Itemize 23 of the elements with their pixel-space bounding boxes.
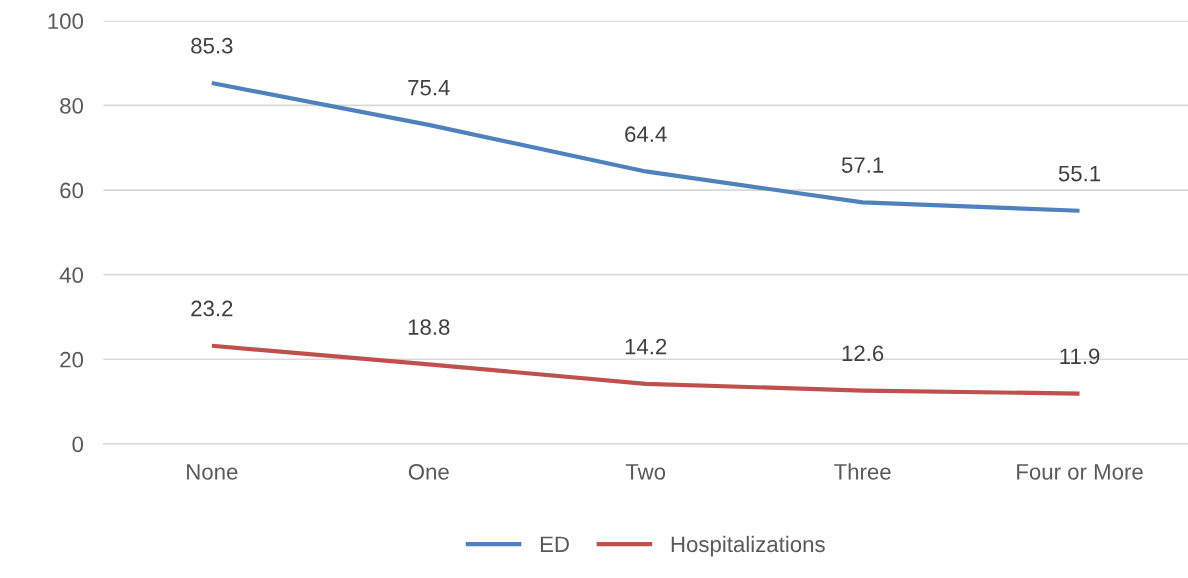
y-tick-label: 60 bbox=[60, 182, 84, 199]
data-label: 11.9 bbox=[1060, 348, 1100, 365]
x-tick-label: None bbox=[187, 464, 238, 480]
data-label: 18.8 bbox=[408, 319, 450, 335]
x-tick-label: Three bbox=[834, 463, 891, 480]
data-label: 23.2 bbox=[191, 300, 233, 317]
data-label: 55.1 bbox=[1058, 165, 1101, 182]
data-label: 75.4 bbox=[408, 79, 450, 96]
x-tick-label: Two bbox=[625, 464, 666, 480]
y-tick-label: 20 bbox=[60, 351, 84, 368]
y-tick-label: 40 bbox=[59, 267, 84, 283]
y-tick-label: 0 bbox=[72, 436, 84, 453]
data-label: 57.1 bbox=[841, 157, 884, 173]
x-tick-label: Four or More bbox=[1017, 464, 1143, 480]
legend-label: ED bbox=[540, 536, 569, 552]
data-label: 85.3 bbox=[191, 37, 233, 54]
data-label: 64.4 bbox=[625, 126, 667, 143]
x-tick-label: One bbox=[408, 463, 449, 480]
y-tick-label: 80 bbox=[60, 97, 84, 114]
data-label: 14.2 bbox=[625, 338, 667, 355]
y-tick-label: 100 bbox=[48, 13, 84, 30]
legend-label: Hospitalizations bbox=[671, 535, 825, 557]
data-label: 12.6 bbox=[842, 345, 884, 362]
